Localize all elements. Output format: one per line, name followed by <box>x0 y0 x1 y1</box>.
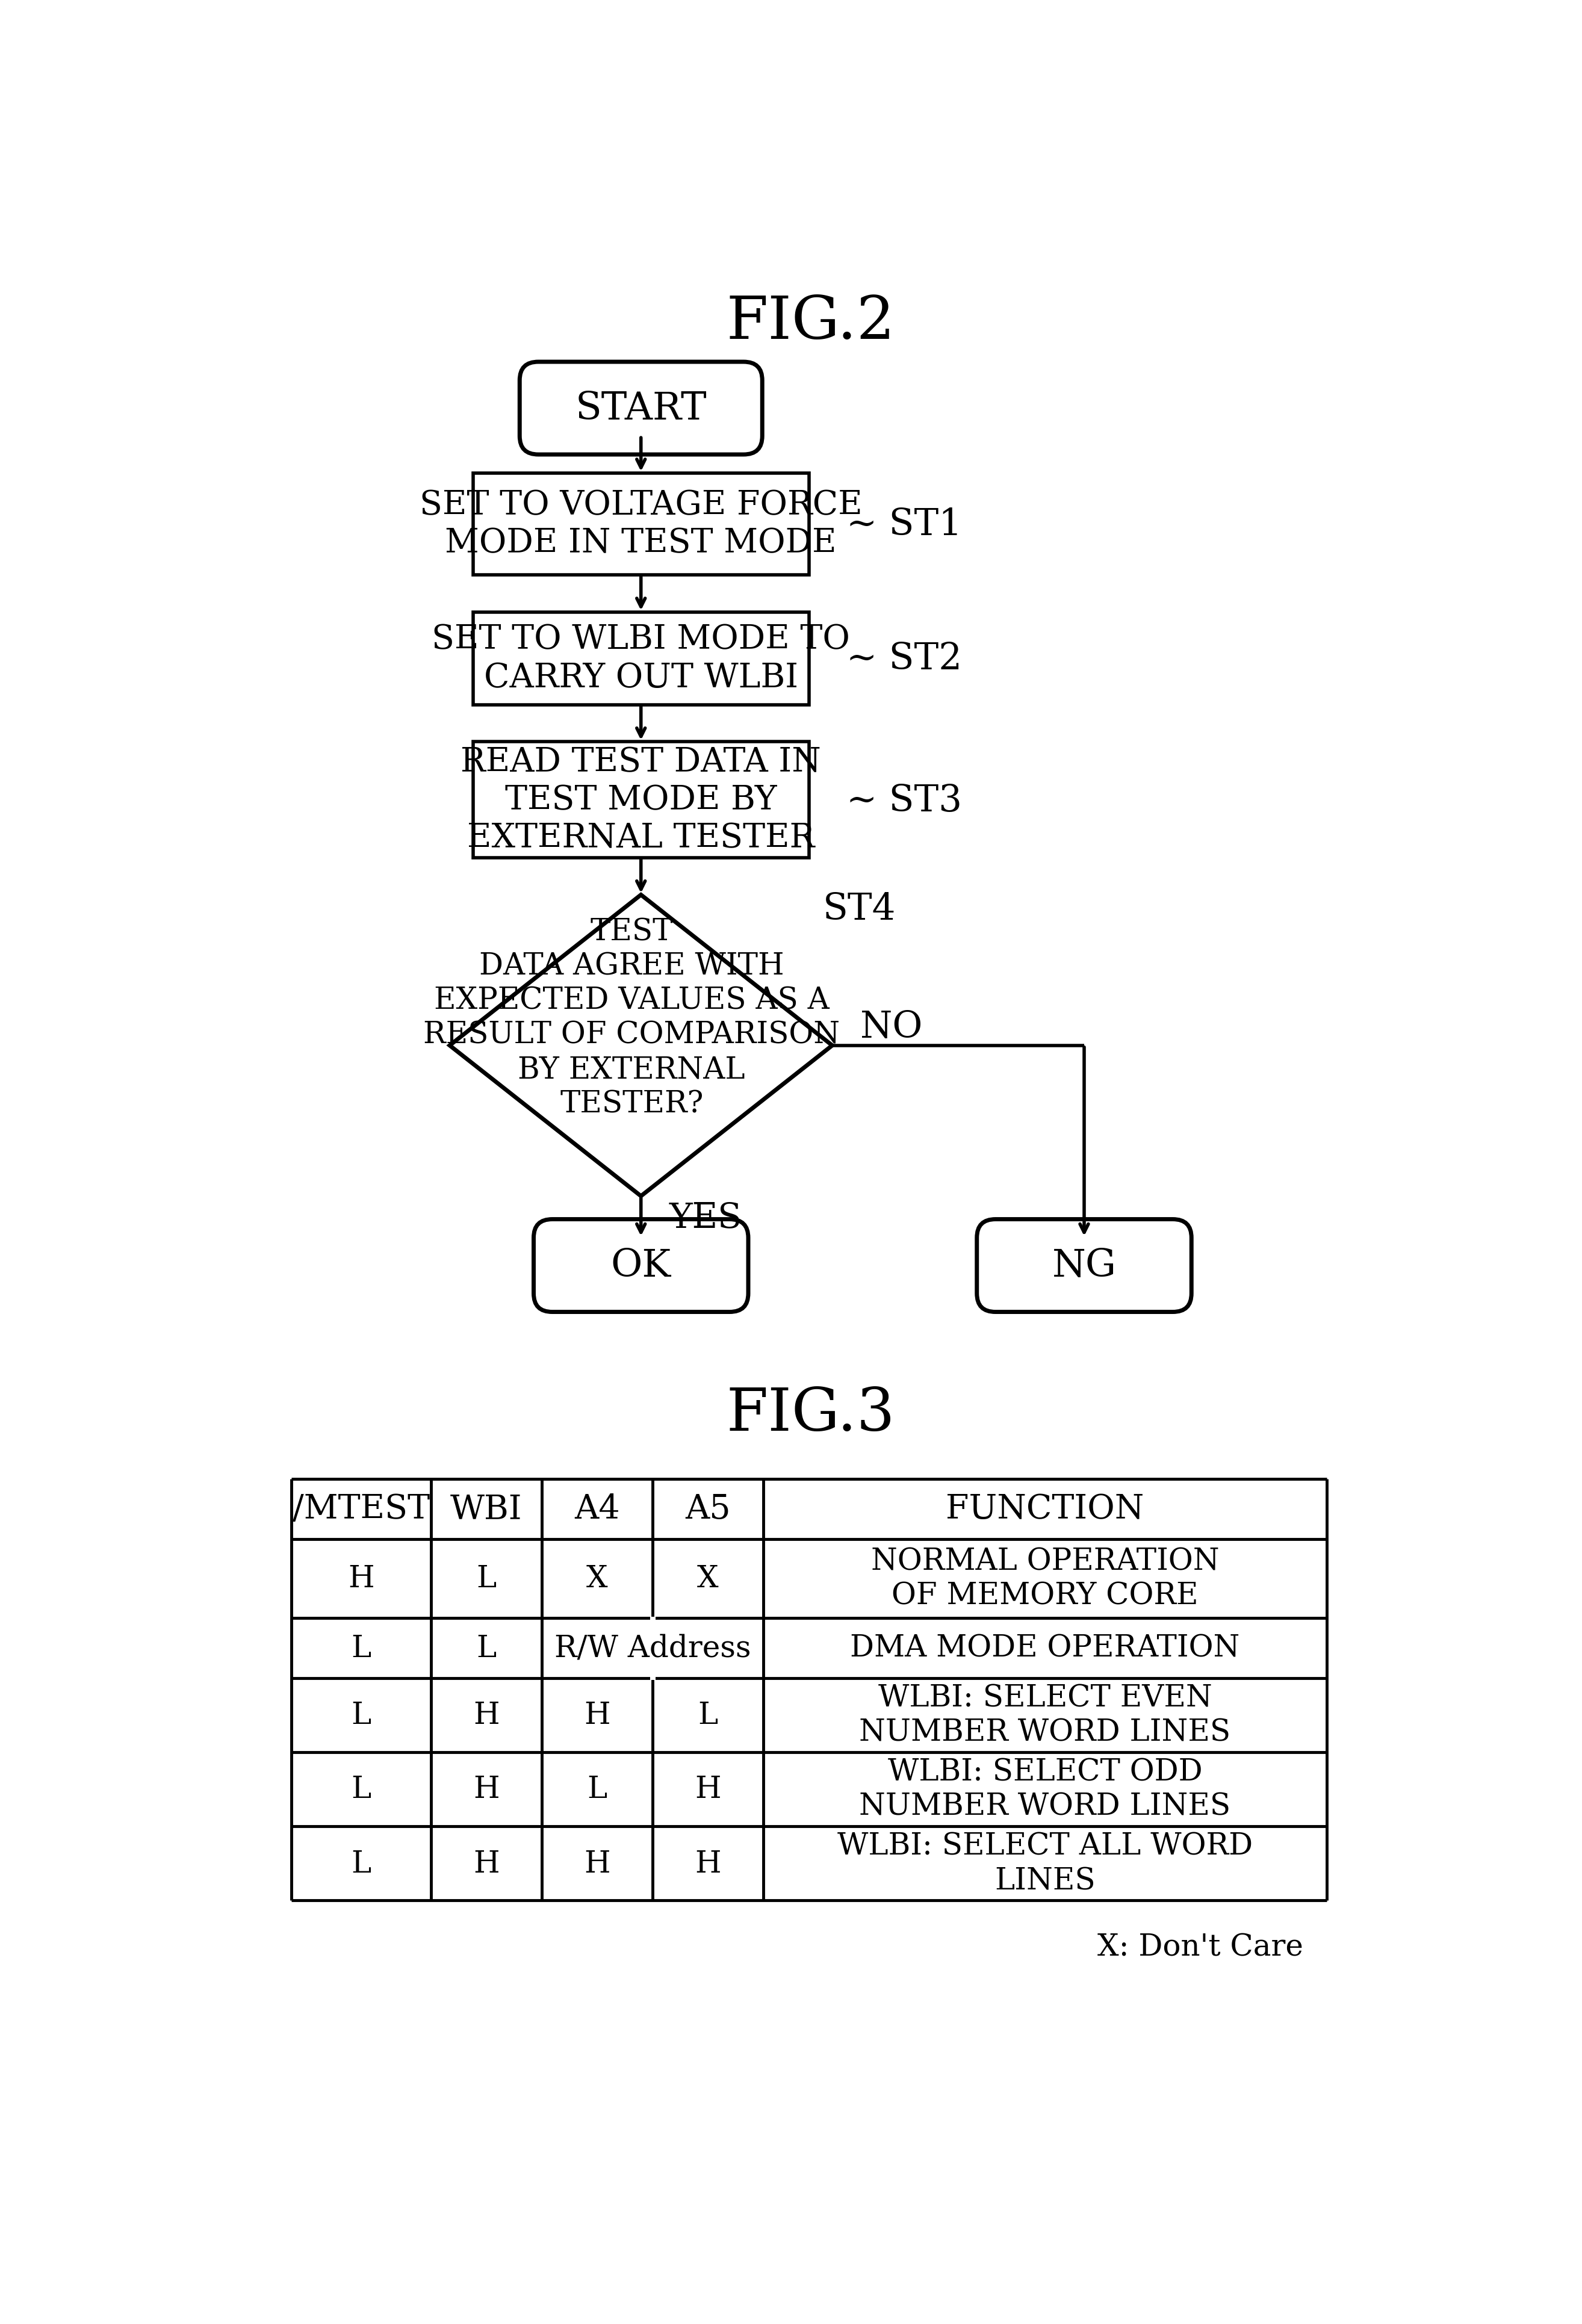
Text: DMA MODE OPERATION: DMA MODE OPERATION <box>850 1634 1240 1664</box>
Bar <box>473 474 808 576</box>
FancyBboxPatch shape <box>976 1220 1191 1313</box>
Text: R/W Address: R/W Address <box>554 1634 751 1664</box>
Text: ~ ST1: ~ ST1 <box>846 507 962 541</box>
Text: SET TO VOLTAGE FORCE
MODE IN TEST MODE: SET TO VOLTAGE FORCE MODE IN TEST MODE <box>419 488 862 560</box>
Polygon shape <box>449 895 832 1197</box>
Bar <box>473 741 808 858</box>
Text: H: H <box>584 1701 611 1729</box>
Text: FUNCTION: FUNCTION <box>946 1492 1144 1525</box>
Text: NO: NO <box>861 1009 922 1046</box>
Text: ~ ST3: ~ ST3 <box>846 783 962 818</box>
Text: TEST
DATA AGREE WITH
EXPECTED VALUES AS A
RESULT OF COMPARISON
BY EXTERNAL
TESTE: TEST DATA AGREE WITH EXPECTED VALUES AS … <box>424 918 840 1118</box>
Text: FIG.2: FIG.2 <box>726 295 895 351</box>
Text: H: H <box>348 1564 373 1594</box>
Text: WLBI: SELECT ALL WORD
LINES: WLBI: SELECT ALL WORD LINES <box>837 1831 1253 1896</box>
Text: OK: OK <box>611 1248 671 1285</box>
Text: ST4: ST4 <box>823 890 895 927</box>
Text: NG: NG <box>1052 1248 1117 1285</box>
Text: X: Don't Care: X: Don't Care <box>1098 1931 1304 1961</box>
Text: L: L <box>351 1848 370 1878</box>
Text: /MTEST: /MTEST <box>293 1492 430 1525</box>
Text: START: START <box>576 390 707 428</box>
Text: READ TEST DATA IN
TEST MODE BY
EXTERNAL TESTER: READ TEST DATA IN TEST MODE BY EXTERNAL … <box>460 746 821 855</box>
Text: L: L <box>351 1701 370 1729</box>
Text: A4: A4 <box>574 1492 620 1525</box>
Text: H: H <box>694 1776 721 1803</box>
Text: H: H <box>473 1701 500 1729</box>
Text: L: L <box>476 1634 497 1664</box>
Text: WBI: WBI <box>451 1492 522 1525</box>
Text: L: L <box>351 1776 370 1803</box>
Text: H: H <box>584 1848 611 1878</box>
Text: X: X <box>587 1564 607 1594</box>
Text: WLBI: SELECT ODD
NUMBER WORD LINES: WLBI: SELECT ODD NUMBER WORD LINES <box>859 1757 1231 1822</box>
Text: YES: YES <box>669 1199 742 1234</box>
Text: ~ ST2: ~ ST2 <box>846 641 962 676</box>
Text: SET TO WLBI MODE TO
CARRY OUT WLBI: SET TO WLBI MODE TO CARRY OUT WLBI <box>432 623 850 695</box>
Text: H: H <box>473 1848 500 1878</box>
Text: L: L <box>476 1564 497 1594</box>
Text: FIG.3: FIG.3 <box>726 1385 895 1443</box>
Text: NORMAL OPERATION
OF MEMORY CORE: NORMAL OPERATION OF MEMORY CORE <box>870 1545 1220 1611</box>
Bar <box>473 614 808 704</box>
Text: L: L <box>351 1634 370 1664</box>
FancyBboxPatch shape <box>519 363 763 456</box>
Text: A5: A5 <box>685 1492 731 1525</box>
Text: X: X <box>698 1564 718 1594</box>
Text: H: H <box>473 1776 500 1803</box>
Text: WLBI: SELECT EVEN
NUMBER WORD LINES: WLBI: SELECT EVEN NUMBER WORD LINES <box>859 1683 1231 1748</box>
Text: H: H <box>694 1848 721 1878</box>
Text: L: L <box>698 1701 718 1729</box>
Text: L: L <box>587 1776 607 1803</box>
FancyBboxPatch shape <box>533 1220 748 1313</box>
